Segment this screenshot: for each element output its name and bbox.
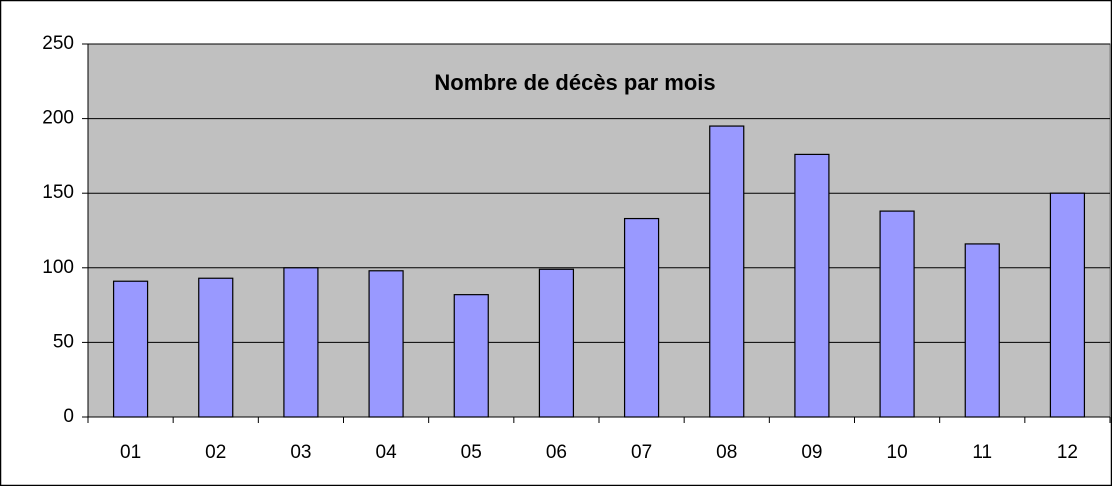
x-tick-label: 07 [631, 442, 652, 463]
x-tick-label: 04 [376, 442, 398, 463]
y-tick-label: 50 [53, 331, 74, 352]
x-tick-label: 09 [801, 442, 822, 463]
y-tick-label: 150 [42, 182, 74, 203]
y-tick-label: 100 [42, 257, 74, 278]
x-tick-label: 06 [546, 442, 567, 463]
chart-title: Nombre de décès par mois [434, 70, 715, 95]
bar [623, 217, 660, 418]
bar [112, 280, 149, 418]
bar [709, 125, 745, 418]
bar [198, 277, 234, 418]
bar [879, 210, 915, 418]
y-tick-label: 0 [63, 406, 74, 427]
bar [283, 267, 319, 418]
bar [794, 153, 830, 418]
marks: 0 50 100 150 200 250 01 02 03 04 05 06 07 08 09 10 11 12 [42, 33, 1111, 463]
bar [453, 294, 489, 418]
y-tick-label: 200 [42, 108, 74, 129]
x-tick-label: 08 [716, 442, 737, 463]
x-tick-label: 02 [205, 442, 226, 463]
y-tick-label: 250 [42, 33, 74, 54]
bar [964, 243, 1000, 418]
plot-area [87, 43, 1111, 418]
x-tick-label: 05 [461, 442, 482, 463]
x-tick-label: 11 [972, 442, 992, 463]
bar [368, 270, 404, 418]
x-tick-label: 12 [1057, 442, 1078, 463]
bar [538, 268, 575, 418]
bar [1049, 192, 1086, 418]
x-tick-label: 03 [290, 442, 311, 463]
x-tick-label: 10 [887, 442, 908, 463]
x-tick-label: 01 [120, 442, 141, 463]
